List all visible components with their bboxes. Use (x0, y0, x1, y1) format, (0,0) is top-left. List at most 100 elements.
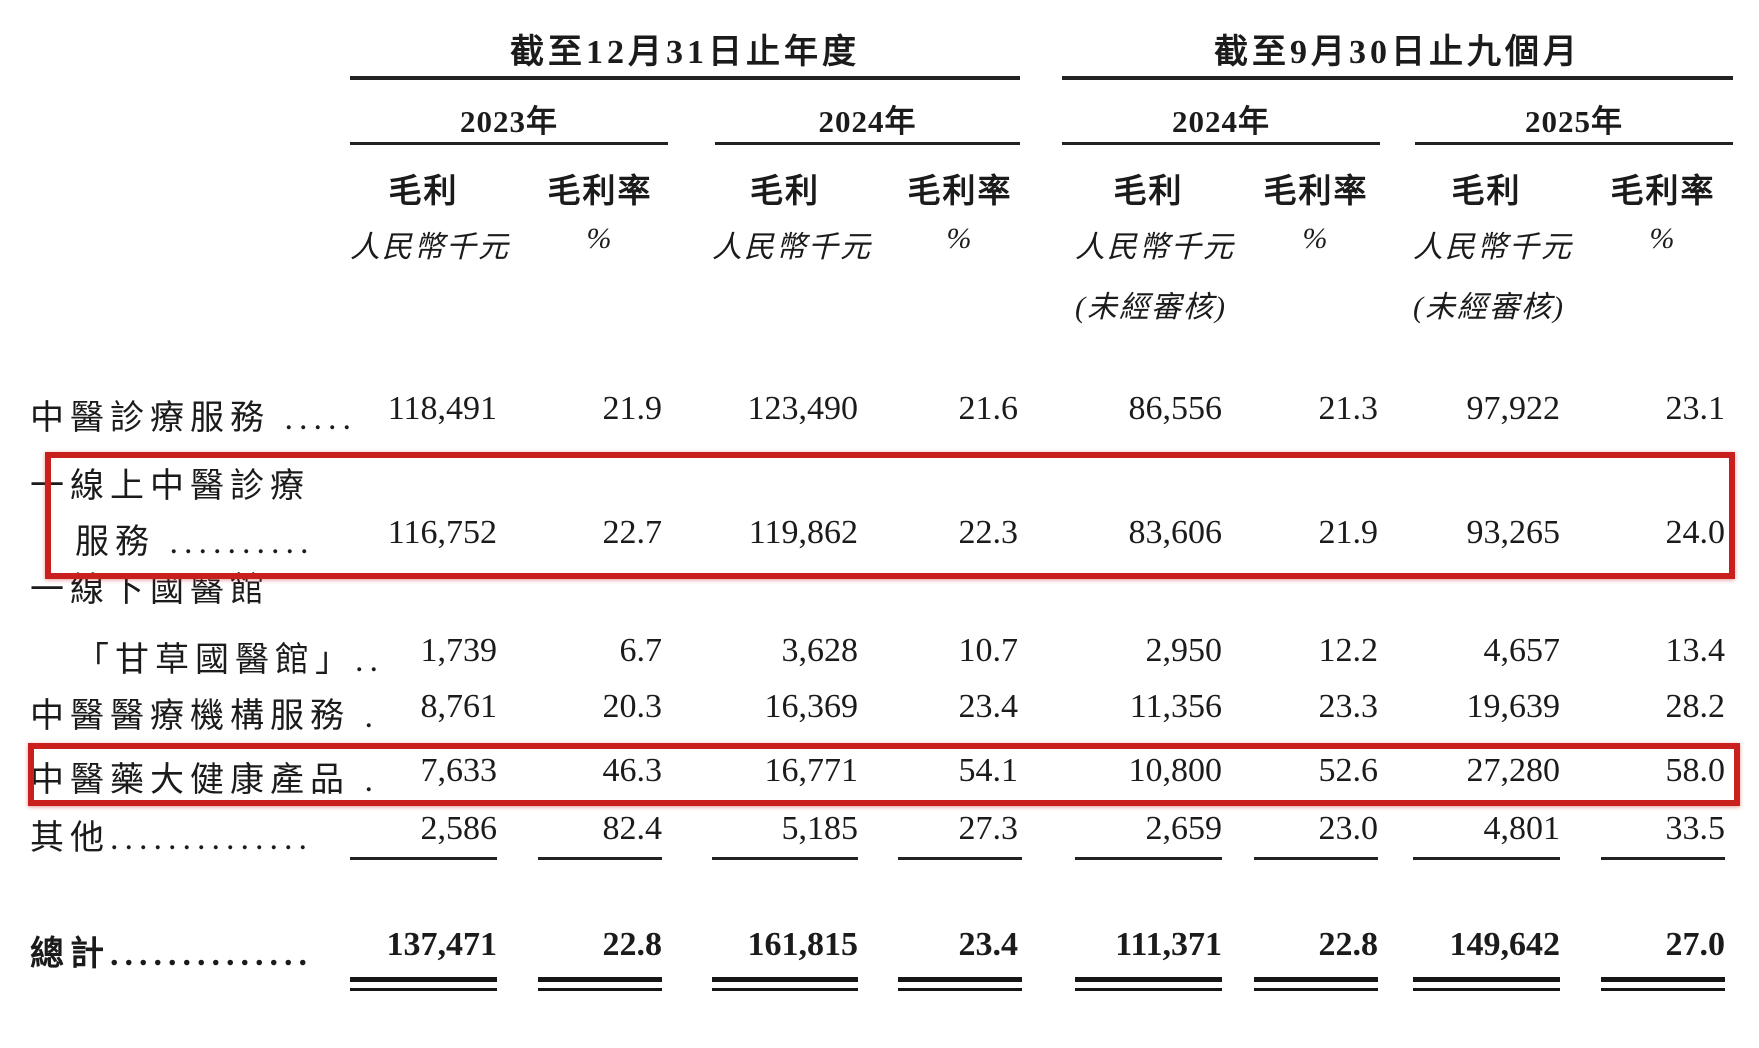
value-cell: 116,752 (387, 514, 497, 551)
row-label: 其他.............. (30, 820, 313, 857)
col7-gross-profit-header: 毛利 (1451, 174, 1522, 210)
value-cell: 54.1 (958, 752, 1019, 789)
value-cell: 58.0 (1665, 752, 1726, 789)
row-label-continued: 「甘草國醫館」.. (75, 642, 384, 679)
value-cell: 82.4 (602, 810, 663, 847)
value-cell: 6.7 (619, 632, 663, 669)
value-cell: 21.6 (958, 390, 1019, 427)
value-cell: 4,657 (1483, 632, 1561, 669)
value-cell: 22.3 (958, 514, 1019, 551)
col7-unaudited-note: (未經審核) (1413, 291, 1565, 324)
year-2024-interim-label: 2024年 (1172, 104, 1270, 139)
col5-gross-profit-header: 毛利 (1113, 174, 1184, 210)
table-row: 服務 .......... 116,752 22.7 119,862 22.3 … (0, 514, 1759, 561)
value-cell: 13.4 (1665, 632, 1726, 669)
grand-total-rule (712, 977, 858, 991)
total-value-cell: 137,471 (386, 926, 498, 963)
subtotal-rule (1413, 857, 1560, 860)
value-cell: 28.2 (1665, 688, 1726, 725)
value-cell: 97,922 (1466, 390, 1561, 427)
value-cell: 16,771 (764, 752, 859, 789)
value-cell: 3,628 (781, 632, 859, 669)
value-cell: 86,556 (1128, 390, 1223, 427)
col5-unit-label: 人民幣千元 (1075, 231, 1235, 264)
total-value-cell: 27.0 (1665, 926, 1726, 963)
grand-total-rule (1254, 977, 1378, 991)
value-cell: 5,185 (781, 810, 859, 847)
value-cell: 27,280 (1466, 752, 1561, 789)
row-label: 一線下國醫館 (30, 572, 270, 609)
grand-total-rule (350, 977, 497, 991)
value-cell: 19,639 (1466, 688, 1561, 725)
col5-unaudited-note: (未經審核) (1075, 291, 1227, 324)
col2-unit-label: % (586, 222, 614, 255)
year-2024-rule (715, 142, 1020, 145)
year-2024-interim-rule (1062, 142, 1380, 145)
subtotal-rule (538, 857, 662, 860)
value-cell: 46.3 (602, 752, 663, 789)
value-cell: 10.7 (958, 632, 1019, 669)
year-2023-label: 2023年 (460, 104, 558, 139)
total-value-cell: 22.8 (1318, 926, 1379, 963)
grand-total-rule (898, 977, 1022, 991)
grand-total-rule (1075, 977, 1222, 991)
table-row: 一線下國醫館 (0, 562, 1759, 609)
value-cell: 11,356 (1129, 688, 1222, 725)
annual-group-rule (350, 76, 1020, 80)
col4-gross-margin-header: 毛利率 (907, 174, 1013, 210)
grand-total-rule (1413, 977, 1560, 991)
value-cell: 7,633 (420, 752, 498, 789)
value-cell: 23.4 (958, 688, 1019, 725)
total-value-cell: 23.4 (958, 926, 1019, 963)
col3-gross-profit-header: 毛利 (750, 174, 820, 210)
total-value-cell: 111,371 (1115, 926, 1222, 963)
value-cell: 4,801 (1483, 810, 1561, 847)
subtotal-rule (898, 857, 1022, 860)
value-cell: 16,369 (764, 688, 859, 725)
value-cell: 27.3 (958, 810, 1019, 847)
value-cell: 22.7 (602, 514, 663, 551)
col2-gross-margin-header: 毛利率 (547, 174, 653, 210)
interim-period-title: 截至9月30日止九個月 (1214, 34, 1581, 71)
col4-unit-label: % (946, 222, 974, 255)
annual-period-title: 截至12月31日止年度 (510, 34, 860, 71)
col1-gross-profit-header: 毛利 (388, 174, 459, 210)
year-2025-interim-rule (1415, 142, 1733, 145)
table-row: 「甘草國醫館」.. 1,739 6.7 3,628 10.7 2,950 12.… (0, 632, 1759, 679)
table-row: 中醫醫療機構服務 . 8,761 20.3 16,369 23.4 11,356… (0, 688, 1759, 735)
subtotal-rule (1075, 857, 1222, 860)
value-cell: 21.9 (602, 390, 663, 427)
value-cell: 23.0 (1318, 810, 1379, 847)
value-cell: 123,490 (747, 390, 859, 427)
table-row: 其他.............. 2,586 82.4 5,185 27.3 2… (0, 810, 1759, 857)
value-cell: 23.1 (1665, 390, 1726, 427)
value-cell: 93,265 (1466, 514, 1561, 551)
subtotal-rule (1601, 857, 1725, 860)
value-cell: 8,761 (420, 688, 498, 725)
total-value-cell: 161,815 (747, 926, 859, 963)
grand-total-rule (538, 977, 662, 991)
year-2025-interim-label: 2025年 (1525, 104, 1623, 139)
value-cell: 118,491 (387, 390, 497, 427)
subtotal-rule (350, 857, 497, 860)
col8-unit-label: % (1649, 222, 1677, 255)
row-label: 中醫診療服務 ..... (30, 400, 357, 437)
value-cell: 83,606 (1128, 514, 1223, 551)
year-2023-rule (350, 142, 668, 145)
value-cell: 21.3 (1318, 390, 1379, 427)
value-cell: 52.6 (1318, 752, 1379, 789)
table-row: 中醫診療服務 ..... 118,491 21.9 123,490 21.6 8… (0, 390, 1759, 437)
value-cell: 33.5 (1665, 810, 1726, 847)
total-label: 總計.............. (30, 936, 313, 973)
value-cell: 1,739 (420, 632, 498, 669)
value-cell: 21.9 (1318, 514, 1379, 551)
value-cell: 24.0 (1665, 514, 1726, 551)
col6-gross-margin-header: 毛利率 (1263, 174, 1369, 210)
table-row: 中醫藥大健康產品 . 7,633 46.3 16,771 54.1 10,800… (0, 752, 1759, 799)
col6-unit-label: % (1302, 222, 1330, 255)
row-label: 中醫藥大健康產品 . (30, 762, 379, 799)
value-cell: 20.3 (602, 688, 663, 725)
total-value-cell: 149,642 (1449, 926, 1561, 963)
row-label: 中醫醫療機構服務 . (30, 698, 379, 735)
table-row: 一線上中醫診療 (0, 458, 1759, 505)
